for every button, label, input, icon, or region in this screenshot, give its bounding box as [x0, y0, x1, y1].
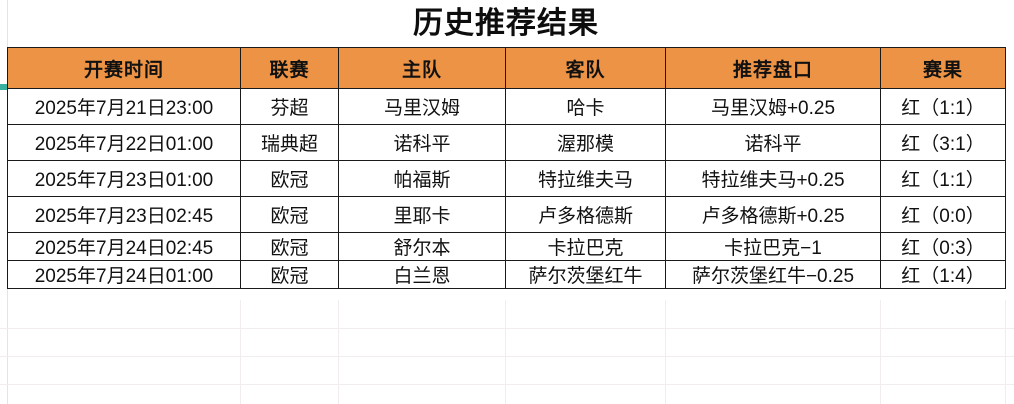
cell-result: 红（1:1） [880, 160, 1006, 197]
cell-home: 白兰恩 [338, 260, 506, 289]
column-header-away: 客队 [505, 47, 666, 89]
cell-time: 2025年7月24日01:00 [7, 260, 241, 289]
cell-time: 2025年7月23日01:00 [7, 160, 241, 197]
table-row: 2025年7月24日02:45 欧冠 舒尔本 卡拉巴克 卡拉巴克−1 红（0:3… [7, 232, 1006, 261]
gridline-horizontal [0, 384, 1014, 385]
table-header-row: 开赛时间 联赛 主队 客队 推荐盘口 赛果 [7, 47, 1006, 89]
cell-result: 红（0:3） [880, 232, 1006, 261]
column-header-time: 开赛时间 [7, 47, 241, 89]
cell-time: 2025年7月23日02:45 [7, 196, 241, 233]
table-row: 2025年7月23日01:00 欧冠 帕福斯 特拉维夫马 特拉维夫马+0.25 … [7, 160, 1006, 197]
cell-pick: 马里汉姆+0.25 [665, 88, 881, 125]
column-header-league: 联赛 [240, 47, 339, 89]
gridline-vertical [505, 300, 506, 404]
cell-away: 萨尔茨堡红牛 [505, 260, 666, 289]
cell-result: 红（3:1） [880, 124, 1006, 161]
cell-league: 芬超 [240, 88, 339, 125]
cell-result: 红（1:1） [880, 88, 1006, 125]
gridline-horizontal [0, 356, 1014, 357]
column-header-result: 赛果 [880, 47, 1006, 89]
cell-away: 卡拉巴克 [505, 232, 666, 261]
row-selection-marker [0, 84, 7, 90]
cell-away: 特拉维夫马 [505, 160, 666, 197]
gridline-horizontal [0, 328, 1014, 329]
cell-away: 哈卡 [505, 88, 666, 125]
gridline-vertical [880, 300, 881, 404]
column-header-home: 主队 [338, 47, 506, 89]
cell-pick: 卢多格德斯+0.25 [665, 196, 881, 233]
cell-away: 卢多格德斯 [505, 196, 666, 233]
cell-home: 舒尔本 [338, 232, 506, 261]
cell-pick: 诺科平 [665, 124, 881, 161]
cell-time: 2025年7月21日23:00 [7, 88, 241, 125]
cell-home: 诺科平 [338, 124, 506, 161]
table-row: 2025年7月23日02:45 欧冠 里耶卡 卢多格德斯 卢多格德斯+0.25 … [7, 196, 1006, 233]
gridline-vertical [665, 300, 666, 404]
page-title-text: 历史推荐结果 [413, 6, 599, 40]
cell-time: 2025年7月24日02:45 [7, 232, 241, 261]
cell-home: 帕福斯 [338, 160, 506, 197]
page-title: 历史推荐结果 [7, 0, 1005, 47]
column-header-pick: 推荐盘口 [665, 47, 881, 89]
cell-pick: 萨尔茨堡红牛−0.25 [665, 260, 881, 289]
cell-home: 里耶卡 [338, 196, 506, 233]
gridline-vertical [1005, 300, 1006, 404]
table-row: 2025年7月24日01:00 欧冠 白兰恩 萨尔茨堡红牛 萨尔茨堡红牛−0.2… [7, 260, 1006, 289]
cell-time: 2025年7月22日01:00 [7, 124, 241, 161]
cell-result: 红（0:0） [880, 196, 1006, 233]
cell-pick: 特拉维夫马+0.25 [665, 160, 881, 197]
cell-league: 欧冠 [240, 260, 339, 289]
table-row: 2025年7月21日23:00 芬超 马里汉姆 哈卡 马里汉姆+0.25 红（1… [7, 88, 1006, 125]
cell-league: 欧冠 [240, 196, 339, 233]
cell-league: 欧冠 [240, 160, 339, 197]
cell-result: 红（1:4） [880, 260, 1006, 289]
history-results-table: 开赛时间 联赛 主队 客队 推荐盘口 赛果 2025年7月21日23:00 芬超… [7, 47, 1006, 289]
gridline-vertical [338, 300, 339, 404]
cell-pick: 卡拉巴克−1 [665, 232, 881, 261]
cell-home: 马里汉姆 [338, 88, 506, 125]
cell-away: 渥那模 [505, 124, 666, 161]
cell-league: 瑞典超 [240, 124, 339, 161]
gridline-vertical [240, 300, 241, 404]
cell-league: 欧冠 [240, 232, 339, 261]
table-row: 2025年7月22日01:00 瑞典超 诺科平 渥那模 诺科平 红（3:1） [7, 124, 1006, 161]
